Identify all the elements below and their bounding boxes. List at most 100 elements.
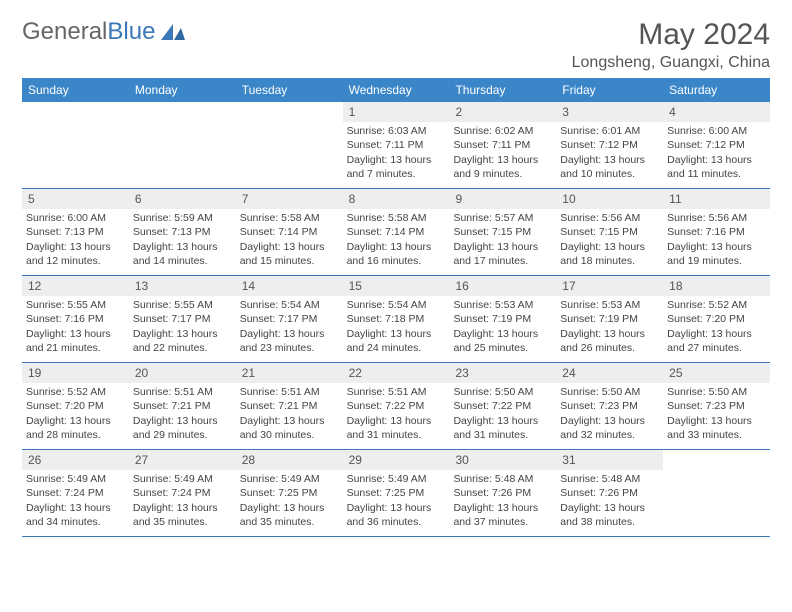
day-cell: 16Sunrise: 5:53 AMSunset: 7:19 PMDayligh… — [449, 276, 556, 362]
sunset-line: Sunset: 7:13 PM — [133, 225, 232, 239]
sunset-line: Sunset: 7:18 PM — [347, 312, 446, 326]
sunrise-line: Sunrise: 5:52 AM — [26, 385, 125, 399]
sunset-line: Sunset: 7:13 PM — [26, 225, 125, 239]
day-cell: 31Sunrise: 5:48 AMSunset: 7:26 PMDayligh… — [556, 450, 663, 536]
sunset-line: Sunset: 7:23 PM — [560, 399, 659, 413]
sunrise-line: Sunrise: 5:57 AM — [453, 211, 552, 225]
sunrise-line: Sunrise: 5:56 AM — [667, 211, 766, 225]
sunset-line: Sunset: 7:14 PM — [347, 225, 446, 239]
day-cell: 24Sunrise: 5:50 AMSunset: 7:23 PMDayligh… — [556, 363, 663, 449]
day-number: 20 — [129, 363, 236, 383]
sunrise-line: Sunrise: 5:59 AM — [133, 211, 232, 225]
daylight-line: Daylight: 13 hours and 35 minutes. — [133, 501, 232, 529]
daylight-line: Daylight: 13 hours and 36 minutes. — [347, 501, 446, 529]
day-cell: 2 Sunrise: 6:02 AMSunset: 7:11 PMDaylight… — [449, 102, 556, 188]
sunset-line: Sunset: 7:21 PM — [240, 399, 339, 413]
weekday-header: Saturday — [663, 78, 770, 102]
day-cell: 15Sunrise: 5:54 AMSunset: 7:18 PMDayligh… — [343, 276, 450, 362]
daylight-line: Daylight: 13 hours and 24 minutes. — [347, 327, 446, 355]
sunset-line: Sunset: 7:19 PM — [453, 312, 552, 326]
weekday-header: Thursday — [449, 78, 556, 102]
day-number: 29 — [343, 450, 450, 470]
week-row: 19 Sunrise: 5:52 AMSunset: 7:20 PM Dayligh… — [22, 363, 770, 450]
sunset-line: Sunset: 7:21 PM — [133, 399, 232, 413]
day-number: 2 — [449, 102, 556, 122]
day-number: 4 — [663, 102, 770, 122]
sunrise-line: Sunrise: 5:58 AM — [240, 211, 339, 225]
day-number: 14 — [236, 276, 343, 296]
sunset-line: Sunset: 7:22 PM — [347, 399, 446, 413]
sunset-line: Sunset: 7:23 PM — [667, 399, 766, 413]
day-cell — [22, 102, 129, 188]
day-number: 13 — [129, 276, 236, 296]
day-number: 6 — [129, 189, 236, 209]
sunset-line: Sunset: 7:20 PM — [667, 312, 766, 326]
day-number: 23 — [449, 363, 556, 383]
sunrise-line: Sunrise: 5:50 AM — [667, 385, 766, 399]
sunrise-line: Sunrise: 5:54 AM — [240, 298, 339, 312]
day-number: 8 — [343, 189, 450, 209]
daylight-line: Daylight: 13 hours and 19 minutes. — [667, 240, 766, 268]
day-number: 30 — [449, 450, 556, 470]
day-cell: 19Sunrise: 5:52 AMSunset: 7:20 PMDayligh… — [22, 363, 129, 449]
sunset-line: Sunset: 7:24 PM — [26, 486, 125, 500]
daylight-line: Daylight: 13 hours and 35 minutes. — [240, 501, 339, 529]
day-cell: 11Sunrise: 5:56 AMSunset: 7:16 PMDayligh… — [663, 189, 770, 275]
sunset-line: Sunset: 7:19 PM — [560, 312, 659, 326]
sunrise-line: Sunrise: 5:49 AM — [133, 472, 232, 486]
day-cell: 26Sunrise: 5:49 AMSunset: 7:24 PMDayligh… — [22, 450, 129, 536]
daylight-line: Daylight: 13 hours and 14 minutes. — [133, 240, 232, 268]
sunset-line: Sunset: 7:26 PM — [453, 486, 552, 500]
day-number: 5 — [22, 189, 129, 209]
sunrise-line: Sunrise: 6:03 AM — [347, 124, 446, 138]
sunset-line: Sunset: 7:12 PM — [667, 138, 766, 152]
daylight-line: Daylight: 13 hours and 34 minutes. — [26, 501, 125, 529]
weeks-container: 1Sunrise: 6:03 AMSunset: 7:11 PMDaylight… — [22, 102, 770, 537]
day-cell: 7Sunrise: 5:58 AMSunset: 7:14 PMDaylight… — [236, 189, 343, 275]
day-cell — [236, 102, 343, 188]
sunrise-line: Sunrise: 5:55 AM — [133, 298, 232, 312]
title-block: May 2024 Longsheng, Guangxi, China — [572, 18, 770, 72]
day-number: 19 — [22, 363, 129, 383]
daylight-line: Daylight: 13 hours and 21 minutes. — [26, 327, 125, 355]
sunrise-line: Sunrise: 5:52 AM — [667, 298, 766, 312]
sunset-line: Sunset: 7:12 PM — [560, 138, 659, 152]
weekday-header: Wednesday — [343, 78, 450, 102]
month-title: May 2024 — [572, 18, 770, 52]
daylight-line: Daylight: 13 hours and 30 minutes. — [240, 414, 339, 442]
day-number: 24 — [556, 363, 663, 383]
daylight-line: Daylight: 13 hours and 16 minutes. — [347, 240, 446, 268]
sunrise-line: Sunrise: 6:02 AM — [453, 124, 552, 138]
day-cell: 21Sunrise: 5:51 AMSunset: 7:21 PMDayligh… — [236, 363, 343, 449]
daylight-line: Daylight: 13 hours and 33 minutes. — [667, 414, 766, 442]
daylight-line: Daylight: 13 hours and 9 minutes. — [453, 153, 552, 181]
daylight-line: Daylight: 13 hours and 15 minutes. — [240, 240, 339, 268]
sunset-line: Sunset: 7:17 PM — [133, 312, 232, 326]
sunrise-line: Sunrise: 5:50 AM — [560, 385, 659, 399]
day-cell: 5Sunrise: 6:00 AMSunset: 7:13 PMDaylight… — [22, 189, 129, 275]
day-cell: 22Sunrise: 5:51 AMSunset: 7:22 PMDayligh… — [343, 363, 450, 449]
day-cell: 8Sunrise: 5:58 AMSunset: 7:14 PMDaylight… — [343, 189, 450, 275]
sunset-line: Sunset: 7:11 PM — [453, 138, 552, 152]
day-cell: 17Sunrise: 5:53 AMSunset: 7:19 PMDayligh… — [556, 276, 663, 362]
day-number: 31 — [556, 450, 663, 470]
day-number: 11 — [663, 189, 770, 209]
daylight-line: Daylight: 13 hours and 11 minutes. — [667, 153, 766, 181]
day-number: 28 — [236, 450, 343, 470]
day-number: 7 — [236, 189, 343, 209]
sunset-line: Sunset: 7:20 PM — [26, 399, 125, 413]
day-cell: 27Sunrise: 5:49 AMSunset: 7:24 PMDayligh… — [129, 450, 236, 536]
brand-logo: GeneralBlue — [22, 18, 187, 46]
sunrise-line: Sunrise: 5:56 AM — [560, 211, 659, 225]
daylight-line: Daylight: 13 hours and 23 minutes. — [240, 327, 339, 355]
day-number: 3 — [556, 102, 663, 122]
sunrise-line: Sunrise: 5:53 AM — [560, 298, 659, 312]
daylight-line: Daylight: 13 hours and 25 minutes. — [453, 327, 552, 355]
day-number: 18 — [663, 276, 770, 296]
daylight-line: Daylight: 13 hours and 37 minutes. — [453, 501, 552, 529]
weekday-header-row: SundayMondayTuesdayWednesdayThursdayFrid… — [22, 78, 770, 102]
brand-general: General — [22, 18, 107, 45]
day-number: 27 — [129, 450, 236, 470]
sunrise-line: Sunrise: 5:51 AM — [240, 385, 339, 399]
calendar: SundayMondayTuesdayWednesdayThursdayFrid… — [22, 78, 770, 537]
